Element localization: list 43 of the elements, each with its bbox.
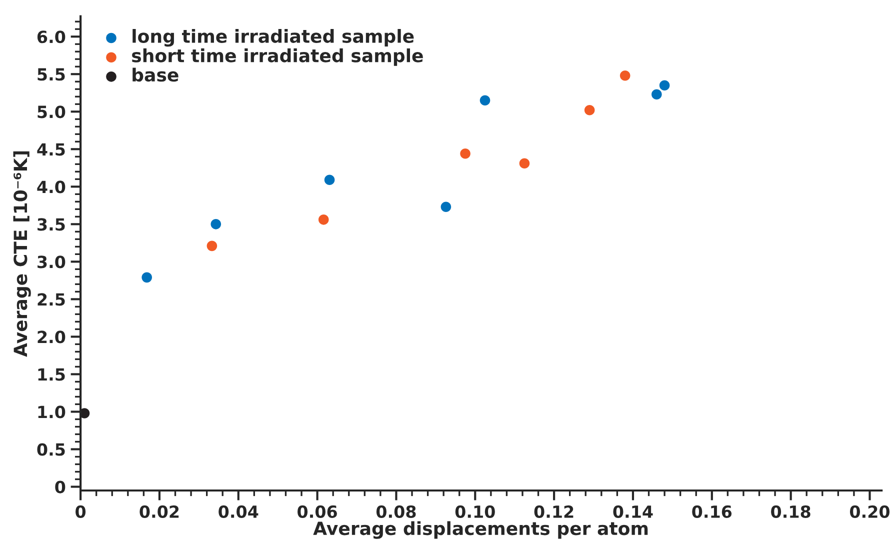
x-axis-title: Average displacements per atom xyxy=(313,521,648,539)
point xyxy=(460,148,470,159)
y-tick-label: 0 xyxy=(55,480,66,494)
y-tick-label: 5.5 xyxy=(38,68,65,81)
y-tick-label: 4.0 xyxy=(37,180,66,194)
legend-label: long time irradiated sample xyxy=(132,28,414,47)
y-tick-label: 1.0 xyxy=(38,406,66,418)
x-tick-label: 0.02 xyxy=(140,505,179,518)
y-tick-label: 2.5 xyxy=(38,293,65,306)
x-tick-label: 0 xyxy=(76,505,86,518)
x-tick-label: 0.16 xyxy=(692,505,732,518)
x-tick-label: 0.18 xyxy=(771,505,810,518)
y-tick-label: 4.5 xyxy=(37,143,65,156)
point xyxy=(318,214,329,225)
point xyxy=(324,174,335,186)
x-tick-label: 0.20 xyxy=(850,505,890,518)
point xyxy=(210,219,222,230)
x-tick-label: 0.04 xyxy=(218,505,258,518)
y-axis-title: Average CTE [10⁻⁶K] xyxy=(13,151,31,357)
point xyxy=(659,80,670,91)
y-tick-label: 6.0 xyxy=(37,30,66,44)
point xyxy=(142,272,152,283)
y-tick-label: 2.0 xyxy=(38,330,66,344)
point xyxy=(584,104,595,116)
point xyxy=(652,89,662,100)
y-tick-label: 0.5 xyxy=(37,443,65,456)
point xyxy=(440,202,452,212)
x-tick-label: 0.08 xyxy=(376,505,416,518)
point xyxy=(480,95,490,106)
x-tick-label: 0.14 xyxy=(613,505,653,518)
x-tick-label: 0.12 xyxy=(534,505,574,518)
y-tick-label: 3.5 xyxy=(38,218,65,231)
point xyxy=(620,70,630,81)
x-tick-label: 0.10 xyxy=(455,505,495,518)
point xyxy=(80,408,90,418)
legend-label: base xyxy=(132,68,178,82)
y-tick-label: 3.0 xyxy=(38,256,66,268)
point xyxy=(519,158,530,169)
y-tick-label: 1.5 xyxy=(38,368,65,381)
y-tick-label: 5.0 xyxy=(38,106,66,118)
legend-label: short time irradiated sample xyxy=(132,48,423,66)
x-tick-label: 0.06 xyxy=(298,505,337,518)
point xyxy=(206,240,218,252)
